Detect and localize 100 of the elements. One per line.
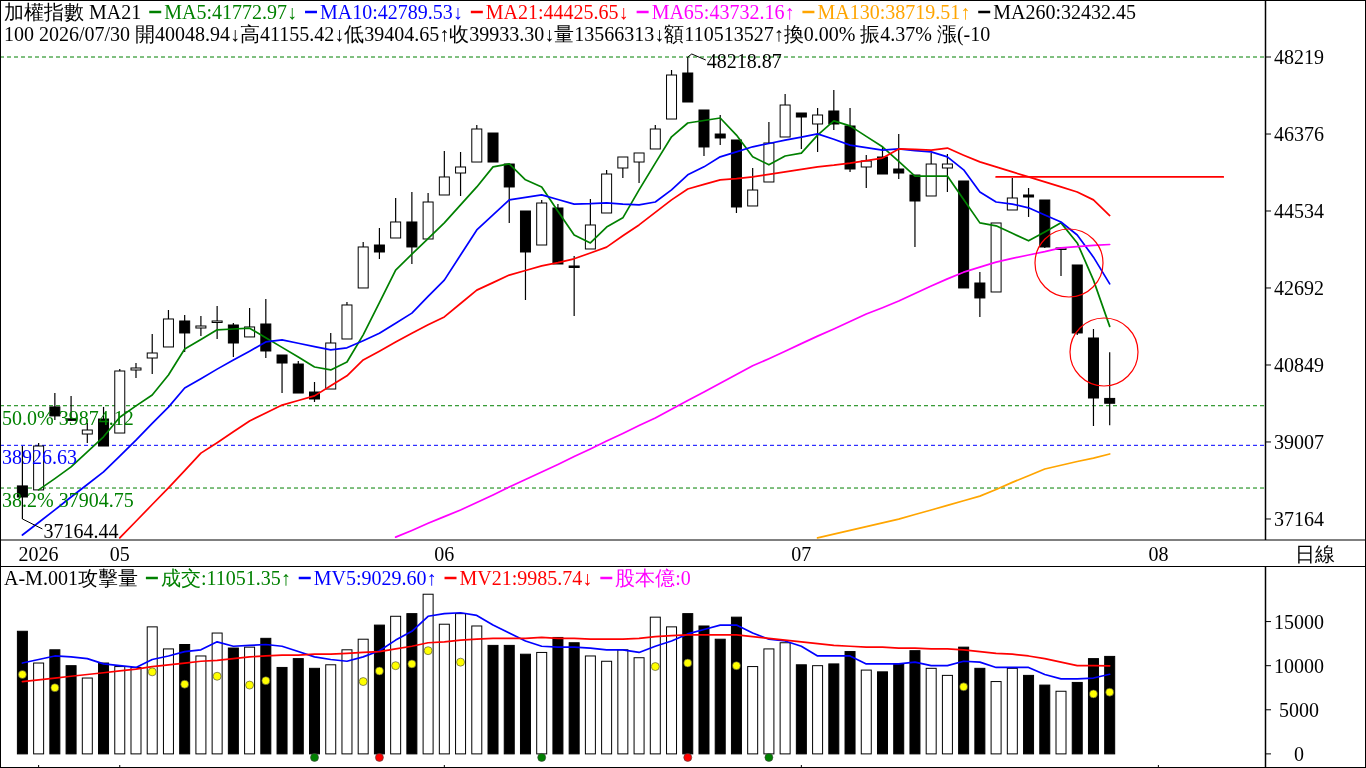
point [651, 662, 660, 671]
x-tick-label: 07 [791, 543, 812, 565]
candlestick [568, 255, 580, 317]
bar [211, 632, 223, 755]
legend-label: MV21:9985.74↓ [459, 567, 593, 589]
candlestick [633, 152, 645, 184]
chart-title: A-M.001攻擊量 [4, 567, 138, 589]
candlestick [893, 133, 905, 180]
bar [844, 651, 856, 755]
legend-label: MA21:44425.65↓ [485, 1, 629, 23]
point [537, 753, 546, 762]
bar [487, 644, 499, 755]
y-tick-label: 40849 [1274, 353, 1324, 376]
point [358, 677, 368, 686]
bar [714, 638, 726, 755]
point [456, 657, 465, 667]
candlestick [617, 156, 629, 179]
bar [519, 653, 531, 755]
bar [162, 648, 174, 755]
bar [730, 616, 742, 755]
bar [16, 630, 28, 755]
bar [552, 636, 564, 755]
point [245, 680, 254, 690]
candlestick [146, 333, 158, 375]
candlestick [438, 150, 450, 196]
bar [292, 658, 304, 755]
bar [747, 666, 759, 755]
chart-title: 加權指數 MA21 [4, 1, 142, 23]
bar [471, 625, 483, 755]
bar [1023, 674, 1035, 755]
point [147, 667, 157, 677]
bar [406, 613, 418, 755]
y-tick-label: 10000 [1274, 654, 1324, 677]
candlestick [179, 314, 191, 353]
bar [33, 662, 45, 755]
point [310, 753, 319, 762]
bar [503, 644, 515, 755]
bar [763, 648, 775, 755]
point [959, 682, 968, 692]
x-tick-label: 2026 [18, 543, 59, 565]
bar [455, 613, 467, 755]
bar [1071, 681, 1083, 755]
bar [1104, 655, 1116, 755]
bar [244, 646, 256, 755]
bar [309, 667, 321, 755]
bar [114, 666, 126, 755]
candlestick [795, 112, 807, 150]
candlestick [584, 198, 596, 250]
y-tick-label: 44534 [1274, 199, 1324, 222]
bar [130, 666, 142, 755]
bar [438, 623, 450, 755]
candlestick [877, 145, 888, 175]
x-tick-label: 05 [109, 543, 130, 565]
candlestick [130, 362, 142, 379]
bar [260, 637, 272, 755]
bar [779, 642, 791, 755]
candlestick [941, 153, 953, 193]
bar [227, 647, 239, 755]
bar [649, 616, 661, 755]
point [1105, 687, 1114, 697]
bar [682, 613, 694, 755]
bar [698, 625, 710, 755]
bar [276, 666, 288, 755]
bar [795, 664, 807, 755]
candlestick [974, 271, 986, 318]
line-series [21, 611, 1111, 680]
candlestick [747, 167, 759, 207]
point [1089, 689, 1098, 699]
bar [828, 663, 840, 755]
candlestick [455, 151, 467, 197]
bar [390, 615, 402, 755]
y-tick-label: 42692 [1274, 276, 1324, 299]
y-tick-label: 46376 [1274, 123, 1324, 146]
bar [941, 674, 953, 755]
bar [98, 662, 110, 755]
bar [568, 642, 580, 755]
y-tick-label: 48219 [1274, 46, 1324, 68]
bar [422, 593, 434, 755]
candlestick [812, 107, 824, 153]
bar [1039, 684, 1051, 755]
bar [958, 646, 970, 755]
y-tick-label: 15000 [1274, 610, 1324, 633]
point [50, 683, 60, 693]
bar [81, 677, 93, 755]
point [764, 753, 774, 762]
annotation: 48218.87 [706, 50, 782, 73]
point [18, 670, 27, 679]
legend-label: MA10:42789.53↓ [320, 1, 463, 23]
candlestick [211, 305, 223, 340]
annotation: 37164.44 [43, 519, 119, 542]
candlestick [195, 315, 207, 337]
candlestick [503, 163, 515, 224]
point [683, 753, 693, 762]
bar [909, 650, 921, 755]
bar [877, 671, 888, 755]
line-series [816, 453, 1111, 539]
line-series [21, 633, 1111, 683]
series-label: 成交:11051.35↑ [160, 567, 291, 589]
candlestick [1023, 187, 1035, 218]
y-tick-label: 0 [1294, 742, 1304, 765]
